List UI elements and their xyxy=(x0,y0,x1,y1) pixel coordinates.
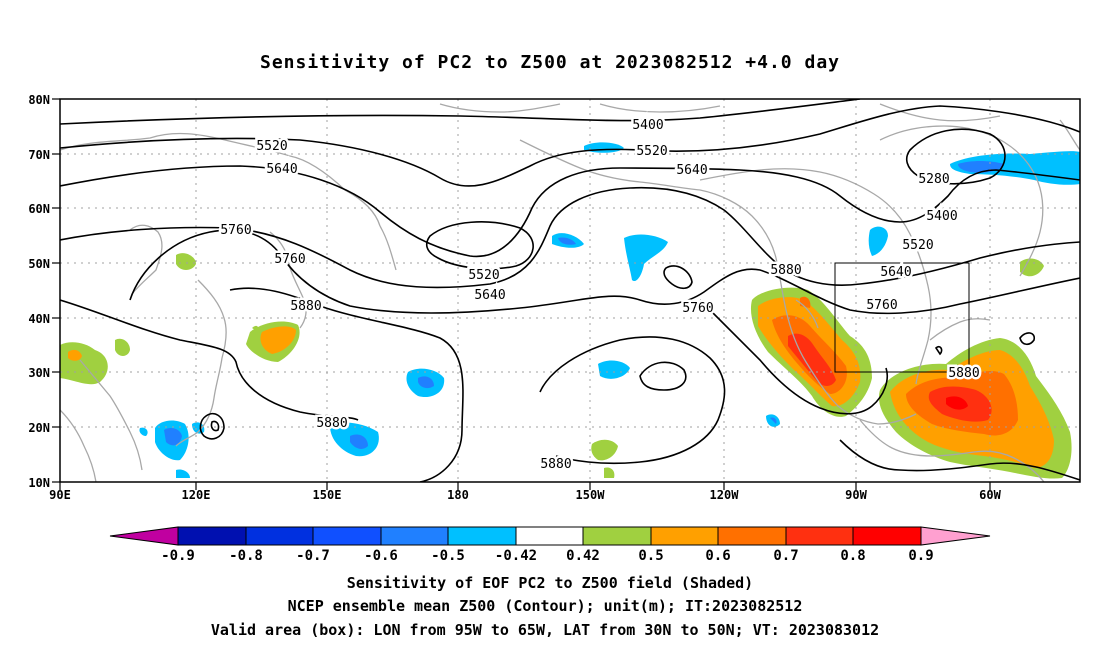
colorbar-label: 0.42 xyxy=(566,548,600,564)
longitude-axis: 90E 120E 150E 180 150W 120W 90W 60W xyxy=(49,482,1002,502)
contour-label: 5280 xyxy=(918,172,949,187)
colorbar-label: 0.5 xyxy=(638,548,663,564)
colorbar-segment xyxy=(177,526,247,546)
map-frame xyxy=(59,98,1081,483)
contour-label: 5880 xyxy=(948,366,979,381)
lat-label: 70N xyxy=(28,148,50,162)
lon-label: 150E xyxy=(313,488,342,502)
contour-label: 5760 xyxy=(274,252,305,267)
colorbar-label: -0.9 xyxy=(161,548,195,564)
lon-label: 120E xyxy=(182,488,211,502)
latitude-axis: 80N 70N 60N 50N 40N 30N 20N 10N xyxy=(28,93,60,490)
contour-label: 5880 xyxy=(770,263,801,278)
colorbar-label: 0.6 xyxy=(705,548,730,564)
contour-label: 5520 xyxy=(636,144,667,159)
colorbar-segment xyxy=(717,526,787,546)
contour-label: 5880 xyxy=(290,299,321,314)
colorbar-label: -0.8 xyxy=(229,548,263,564)
colorbar-segment xyxy=(515,526,584,546)
footer-line-3: Valid area (box): LON from 95W to 65W, L… xyxy=(211,621,879,639)
contour-label: 5760 xyxy=(682,301,713,316)
colorbar-segment xyxy=(447,526,517,546)
contour-label: 5400 xyxy=(926,209,957,224)
colorbar: -0.9 -0.8 -0.7 -0.6 -0.5 -0.42 0.42 0.5 … xyxy=(109,526,991,564)
map-gridlines xyxy=(60,99,1080,482)
lat-label: 20N xyxy=(28,421,50,435)
lon-label: 120W xyxy=(710,488,740,502)
colorbar-segment xyxy=(650,526,719,546)
valid-area-box xyxy=(834,262,970,373)
contour-label: 5640 xyxy=(266,162,297,177)
footer-line-1: Sensitivity of EOF PC2 to Z500 field (Sh… xyxy=(347,574,753,592)
lon-label: 60W xyxy=(979,488,1001,502)
contour-label: 5880 xyxy=(316,416,347,431)
lat-label: 10N xyxy=(28,476,50,490)
lon-label: 90W xyxy=(845,488,867,502)
lat-label: 30N xyxy=(28,366,50,380)
colorbar-label: 0.8 xyxy=(840,548,865,564)
colorbar-label: -0.6 xyxy=(364,548,398,564)
colorbar-segment xyxy=(785,526,854,546)
contour-label: 5760 xyxy=(866,298,897,313)
lat-label: 80N xyxy=(28,93,50,107)
colorbar-segment xyxy=(245,526,314,546)
lon-label: 150W xyxy=(576,488,606,502)
contour-label: 5520 xyxy=(468,268,499,283)
colorbar-segment xyxy=(380,526,449,546)
contour-label: 5880 xyxy=(540,457,571,472)
colorbar-label: -0.42 xyxy=(495,548,537,564)
z500-contours xyxy=(60,99,1080,482)
lat-label: 40N xyxy=(28,312,50,326)
sensitivity-shading xyxy=(60,142,1080,479)
contour-label: 5520 xyxy=(902,238,933,253)
contour-label: 5520 xyxy=(256,139,287,154)
lat-label: 50N xyxy=(28,257,50,271)
colorbar-left-arrow xyxy=(109,526,179,546)
contour-label: 5640 xyxy=(676,163,707,178)
lon-label: 180 xyxy=(447,488,469,502)
colorbar-label: -0.7 xyxy=(296,548,330,564)
colorbar-label: -0.5 xyxy=(431,548,465,564)
colorbar-label: 0.9 xyxy=(908,548,933,564)
colorbar-segment xyxy=(582,526,652,546)
colorbar-segment xyxy=(312,526,382,546)
contour-label: 5760 xyxy=(220,223,251,238)
lat-label: 60N xyxy=(28,202,50,216)
footer-line-2: NCEP ensemble mean Z500 (Contour); unit(… xyxy=(288,597,803,615)
colorbar-right-arrow xyxy=(920,526,991,546)
contour-label: 5400 xyxy=(632,118,663,133)
map-title: Sensitivity of PC2 to Z500 at 2023082512… xyxy=(260,52,840,73)
colorbar-label: 0.7 xyxy=(773,548,798,564)
colorbar-segment xyxy=(852,526,922,546)
contour-label: 5640 xyxy=(474,288,505,303)
contour-labels: 5400 5520 5640 5760 5520 5640 5280 5400 … xyxy=(218,116,982,475)
contour-label: 5640 xyxy=(880,265,911,280)
lon-label: 90E xyxy=(49,488,71,502)
